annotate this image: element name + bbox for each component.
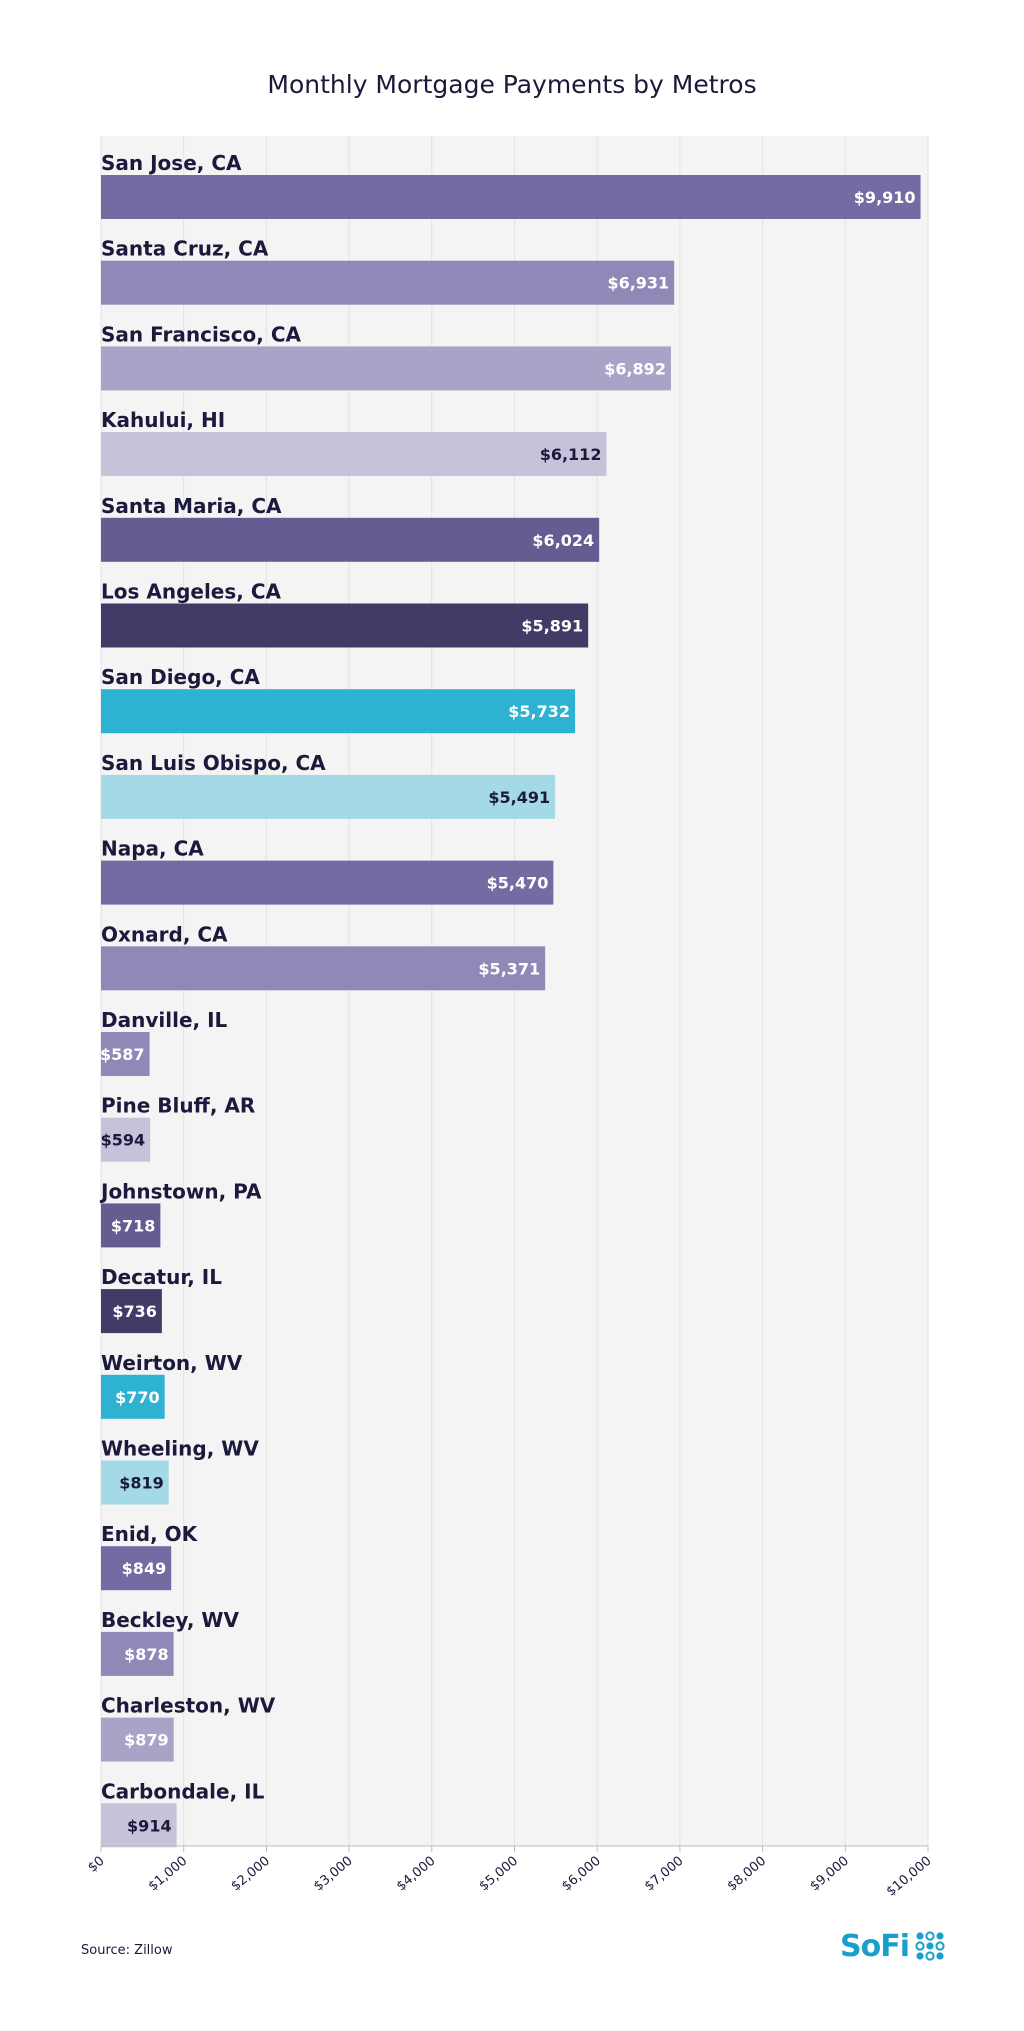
bar bbox=[101, 774, 556, 819]
bar bbox=[101, 260, 675, 305]
bar-value-label: $718 bbox=[111, 1216, 156, 1235]
bar bbox=[101, 1203, 161, 1248]
bar bbox=[101, 1374, 165, 1419]
bar bbox=[101, 175, 921, 219]
source-note: Source: Zillow bbox=[81, 1943, 173, 1958]
category-label: Napa, CA bbox=[101, 837, 204, 861]
grid-lines bbox=[100, 136, 929, 1846]
x-tick-label: $0 bbox=[85, 1854, 107, 1876]
bar bbox=[101, 432, 607, 477]
category-label: Weirton, WV bbox=[101, 1351, 243, 1375]
category-label: Oxnard, CA bbox=[101, 922, 228, 946]
category-label: Wheeling, WV bbox=[101, 1437, 259, 1461]
category-label: Santa Maria, CA bbox=[101, 494, 282, 518]
category-label: San Luis Obispo, CA bbox=[101, 751, 326, 775]
category-label: San Francisco, CA bbox=[101, 322, 302, 346]
bar bbox=[101, 1631, 174, 1676]
x-tick-label: $3,000 bbox=[311, 1854, 355, 1895]
x-tick-label: $8,000 bbox=[725, 1854, 769, 1895]
x-tick-label: $2,000 bbox=[228, 1854, 272, 1895]
x-tick-label: $9,000 bbox=[807, 1854, 851, 1895]
x-tick-label: $4,000 bbox=[394, 1854, 438, 1895]
bar-value-label: $5,470 bbox=[487, 874, 549, 893]
bar bbox=[101, 346, 671, 391]
bar-value-label: $6,892 bbox=[604, 359, 666, 378]
brand-dots-icon bbox=[915, 1931, 945, 1961]
category-label: Kahului, HI bbox=[101, 408, 225, 432]
category-label: San Jose, CA bbox=[101, 151, 242, 175]
category-label: Carbondale, IL bbox=[101, 1779, 265, 1803]
category-label: Beckley, WV bbox=[101, 1608, 239, 1632]
bar-value-label: $594 bbox=[101, 1131, 146, 1150]
bar-value-label: $5,891 bbox=[521, 617, 583, 636]
bar-value-label: $587 bbox=[100, 1045, 145, 1064]
bar-value-label: $736 bbox=[112, 1302, 157, 1321]
category-label: Santa Cruz, CA bbox=[101, 237, 269, 261]
x-tick-label: $6,000 bbox=[559, 1854, 603, 1895]
brand-logo: SoFi bbox=[840, 1928, 945, 1964]
bar bbox=[101, 689, 576, 734]
bar-value-label: $5,732 bbox=[508, 702, 570, 721]
bar bbox=[101, 517, 600, 562]
bar-value-label: $6,931 bbox=[607, 274, 669, 293]
bar bbox=[101, 946, 546, 991]
brand-wordmark: SoFi bbox=[840, 1928, 910, 1964]
bar-value-label: $5,371 bbox=[478, 959, 540, 978]
category-label: Johnstown, PA bbox=[99, 1179, 262, 1203]
x-tick-label: $5,000 bbox=[477, 1854, 521, 1895]
bars: San Jose, CA $9,910 Santa Cruz, CA $6,931 Sa… bbox=[99, 151, 921, 1848]
category-label: Pine Bluff, AR bbox=[101, 1094, 255, 1118]
bar bbox=[101, 603, 589, 648]
bar-value-label: $770 bbox=[115, 1388, 160, 1407]
category-label: Danville, IL bbox=[101, 1008, 228, 1032]
bar bbox=[101, 1117, 151, 1162]
x-tick-label: $1,000 bbox=[146, 1854, 190, 1895]
category-label: Enid, OK bbox=[101, 1522, 199, 1546]
category-label: San Diego, CA bbox=[101, 665, 260, 689]
bar-value-label: $914 bbox=[127, 1816, 172, 1835]
bar-value-label: $5,491 bbox=[488, 788, 550, 807]
bar-value-label: $6,112 bbox=[540, 445, 602, 464]
x-axis: $0 $1,000 $2,000 $3,000 $4,000 $5,000 $6,000 $7… bbox=[85, 1845, 935, 1900]
bar bbox=[101, 1803, 177, 1848]
bar-value-label: $879 bbox=[124, 1731, 169, 1750]
bar bbox=[101, 1032, 150, 1076]
x-tick-label: $7,000 bbox=[642, 1854, 686, 1895]
chart-title: Monthly Mortgage Payments by Metros bbox=[267, 70, 757, 99]
bar-value-label: $6,024 bbox=[532, 531, 594, 550]
category-label: Los Angeles, CA bbox=[101, 580, 282, 604]
bar bbox=[101, 1460, 169, 1505]
bar bbox=[101, 860, 554, 905]
bar bbox=[101, 1546, 172, 1591]
category-label: Decatur, IL bbox=[101, 1265, 222, 1289]
bar bbox=[101, 1289, 162, 1334]
category-label: Charleston, WV bbox=[101, 1694, 276, 1718]
x-tick-label: $10,000 bbox=[884, 1854, 935, 1900]
bar bbox=[101, 1717, 174, 1762]
bar-value-label: $878 bbox=[124, 1645, 169, 1664]
bar-value-label: $849 bbox=[122, 1559, 167, 1578]
bar-value-label: $9,910 bbox=[854, 188, 916, 207]
bar-value-label: $819 bbox=[119, 1474, 164, 1493]
